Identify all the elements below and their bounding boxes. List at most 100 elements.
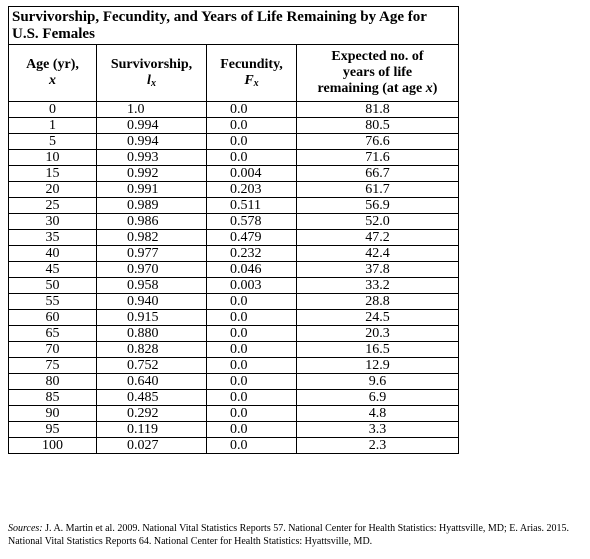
cell-surv: 0.977 — [96, 245, 207, 262]
cell-fec: 0.004 — [206, 165, 297, 182]
cell-fec: 0.232 — [206, 245, 297, 262]
cell-exp: 76.6 — [295, 133, 460, 150]
cell-age: 45 — [8, 261, 97, 278]
cell-surv: 0.993 — [96, 149, 207, 166]
cell-exp: 71.6 — [295, 149, 460, 166]
cell-exp: 42.4 — [295, 245, 460, 262]
cell-surv: 0.994 — [96, 133, 207, 150]
table-row: 30 0.986 0.578 52.0 — [8, 213, 460, 230]
table-row: 85 0.485 0.0 6.9 — [8, 389, 460, 406]
cell-exp: 16.5 — [295, 341, 460, 358]
cell-age: 1 — [8, 117, 97, 134]
cell-fec: 0.203 — [206, 181, 297, 198]
cell-surv: 0.292 — [96, 405, 207, 422]
cell-fec: 0.0 — [206, 117, 297, 134]
cell-age: 20 — [8, 181, 97, 198]
cell-fec: 0.0 — [206, 293, 297, 310]
sources-text: J. A. Martin et al. 2009. National Vital… — [8, 523, 569, 547]
cell-surv: 0.958 — [96, 277, 207, 294]
cell-fec: 0.0 — [206, 341, 297, 358]
cell-fec: 0.479 — [206, 229, 297, 246]
cell-surv: 0.970 — [96, 261, 207, 278]
table-title: Survivorship, Fecundity, and Years of Li… — [7, 6, 460, 45]
cell-surv: 0.828 — [96, 341, 207, 358]
cell-surv: 0.880 — [96, 325, 207, 342]
cell-surv: 0.994 — [96, 117, 207, 134]
header-survivorship-symbol: lx — [99, 73, 204, 89]
cell-surv: 0.986 — [96, 213, 207, 230]
header-expected-line3-text: remaining (at age — [317, 81, 426, 96]
cell-surv: 0.027 — [96, 437, 207, 454]
table-row: 45 0.970 0.046 37.8 — [8, 261, 460, 278]
cell-age: 90 — [8, 405, 97, 422]
life-table-container: Survivorship, Fecundity, and Years of Li… — [7, 6, 460, 454]
header-fecundity-label: Fecundity, — [220, 57, 283, 72]
header-expected-line3: remaining (at age x) — [299, 81, 456, 97]
table-row: 15 0.992 0.004 66.7 — [8, 165, 460, 182]
table-row: 90 0.292 0.0 4.8 — [8, 405, 460, 422]
cell-exp: 20.3 — [295, 325, 460, 342]
cell-exp: 28.8 — [295, 293, 460, 310]
table-row: 35 0.982 0.479 47.2 — [8, 229, 460, 246]
table-row: 60 0.915 0.0 24.5 — [8, 309, 460, 326]
cell-fec: 0.0 — [206, 437, 297, 454]
cell-fec: 0.046 — [206, 261, 297, 278]
cell-exp: 2.3 — [295, 437, 460, 454]
table-body: 0 1.0 0.0 81.8 1 0.994 0.0 80.5 5 0.994 0.0 76.6 10 0… — [8, 101, 460, 454]
table-row: 25 0.989 0.511 56.9 — [8, 197, 460, 214]
header-expected-close: ) — [432, 81, 438, 96]
cell-fec: 0.0 — [206, 309, 297, 326]
cell-exp: 37.8 — [295, 261, 460, 278]
cell-exp: 61.7 — [295, 181, 460, 198]
table-row: 50 0.958 0.003 33.2 — [8, 277, 460, 294]
cell-exp: 33.2 — [295, 277, 460, 294]
cell-fec: 0.003 — [206, 277, 297, 294]
cell-exp: 80.5 — [295, 117, 460, 134]
cell-age: 65 — [8, 325, 97, 342]
table-row: 75 0.752 0.0 12.9 — [8, 357, 460, 374]
cell-exp: 56.9 — [295, 197, 460, 214]
cell-exp: 12.9 — [295, 357, 460, 374]
header-survivorship: Survivorship, lx — [96, 44, 207, 102]
cell-surv: 0.991 — [96, 181, 207, 198]
table-row: 1 0.994 0.0 80.5 — [8, 117, 460, 134]
cell-age: 10 — [8, 149, 97, 166]
cell-age: 60 — [8, 309, 97, 326]
cell-surv: 0.119 — [96, 421, 207, 438]
cell-surv: 0.992 — [96, 165, 207, 182]
cell-fec: 0.0 — [206, 421, 297, 438]
cell-age: 25 — [8, 197, 97, 214]
table-row: 0 1.0 0.0 81.8 — [8, 101, 460, 118]
table-row: 10 0.993 0.0 71.6 — [8, 149, 460, 166]
cell-surv: 0.752 — [96, 357, 207, 374]
cell-age: 15 — [8, 165, 97, 182]
table-row: 20 0.991 0.203 61.7 — [8, 181, 460, 198]
cell-age: 95 — [8, 421, 97, 438]
cell-exp: 52.0 — [295, 213, 460, 230]
cell-age: 40 — [8, 245, 97, 262]
cell-exp: 3.3 — [295, 421, 460, 438]
cell-exp: 24.5 — [295, 309, 460, 326]
cell-fec: 0.0 — [206, 389, 297, 406]
header-survivorship-label: Survivorship, — [110, 57, 193, 72]
cell-fec: 0.0 — [206, 405, 297, 422]
cell-fec: 0.578 — [206, 213, 297, 230]
header-fecundity-symbol: Fx — [209, 73, 294, 89]
table-row: 100 0.027 0.0 2.3 — [8, 437, 460, 454]
cell-exp: 9.6 — [295, 373, 460, 390]
cell-surv: 0.982 — [96, 229, 207, 246]
table-row: 55 0.940 0.0 28.8 — [8, 293, 460, 310]
cell-age: 75 — [8, 357, 97, 374]
header-expected-symbol: x — [425, 81, 433, 96]
cell-exp: 66.7 — [295, 165, 460, 182]
header-expected-line2: years of life — [342, 65, 413, 80]
table-row: 40 0.977 0.232 42.4 — [8, 245, 460, 262]
table-row: 95 0.119 0.0 3.3 — [8, 421, 460, 438]
cell-surv: 1.0 — [96, 101, 207, 118]
cell-age: 50 — [8, 277, 97, 294]
header-expected-line1: Expected no. of — [331, 49, 424, 64]
survivorship-subscript: x — [150, 78, 156, 89]
header-expected-years: Expected no. of years of life remaining … — [295, 44, 460, 102]
table-row: 65 0.880 0.0 20.3 — [8, 325, 460, 342]
cell-age: 70 — [8, 341, 97, 358]
